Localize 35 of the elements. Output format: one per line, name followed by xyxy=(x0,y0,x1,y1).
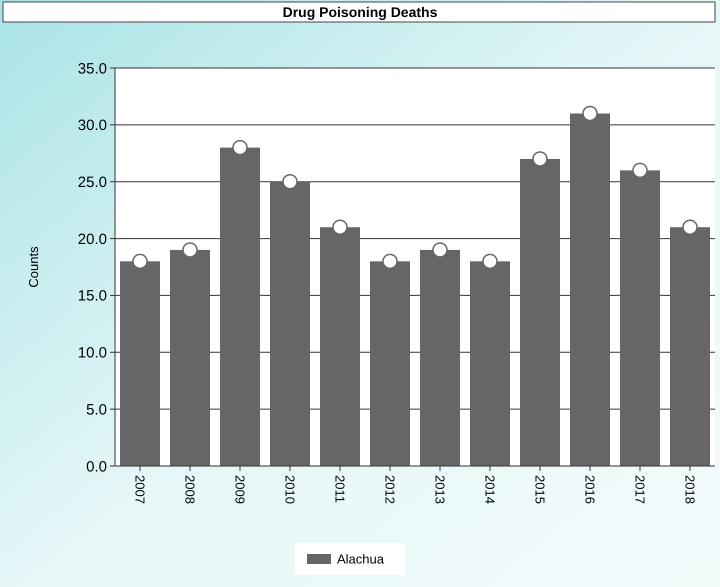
point xyxy=(332,219,348,235)
y-tick-label: 0.0 xyxy=(86,458,107,476)
point xyxy=(132,254,148,270)
x-tick-label: 2014 xyxy=(482,475,498,504)
point xyxy=(232,140,248,156)
x-tick-label: 2015 xyxy=(532,475,548,504)
x-tick-label: 2010 xyxy=(282,475,298,504)
point xyxy=(432,242,448,258)
x-tick-label: 2007 xyxy=(132,475,148,504)
y-tick-label: 15.0 xyxy=(78,288,107,305)
y-tick-label: 5.0 xyxy=(86,401,107,418)
point xyxy=(532,151,548,167)
x-tick-label: 2012 xyxy=(382,475,398,504)
x-tick-label: 2009 xyxy=(232,475,248,504)
point xyxy=(282,174,298,190)
x-tick-label: 2016 xyxy=(582,475,598,504)
chart-title: Drug Poisoning Deaths xyxy=(282,4,438,20)
point xyxy=(482,254,498,270)
y-tick-label: 35.0 xyxy=(78,60,107,78)
y-tick-label: 25.0 xyxy=(78,174,107,191)
legend-label: Alachua xyxy=(337,552,385,567)
y-tick-label: 30.0 xyxy=(78,117,107,134)
point xyxy=(582,106,598,122)
x-tick-label: 2017 xyxy=(632,475,648,504)
x-tick-label: 2008 xyxy=(182,475,198,504)
point xyxy=(632,162,648,178)
x-tick-label: 2018 xyxy=(682,475,698,504)
x-tick-label: 2011 xyxy=(332,475,348,503)
y-axis-title: Counts xyxy=(26,246,41,288)
point xyxy=(182,242,198,258)
point xyxy=(382,254,398,270)
point xyxy=(682,219,698,235)
x-tick-label: 2013 xyxy=(432,475,448,504)
y-tick-label: 10.0 xyxy=(78,344,107,362)
y-tick-label: 20.0 xyxy=(78,230,107,248)
